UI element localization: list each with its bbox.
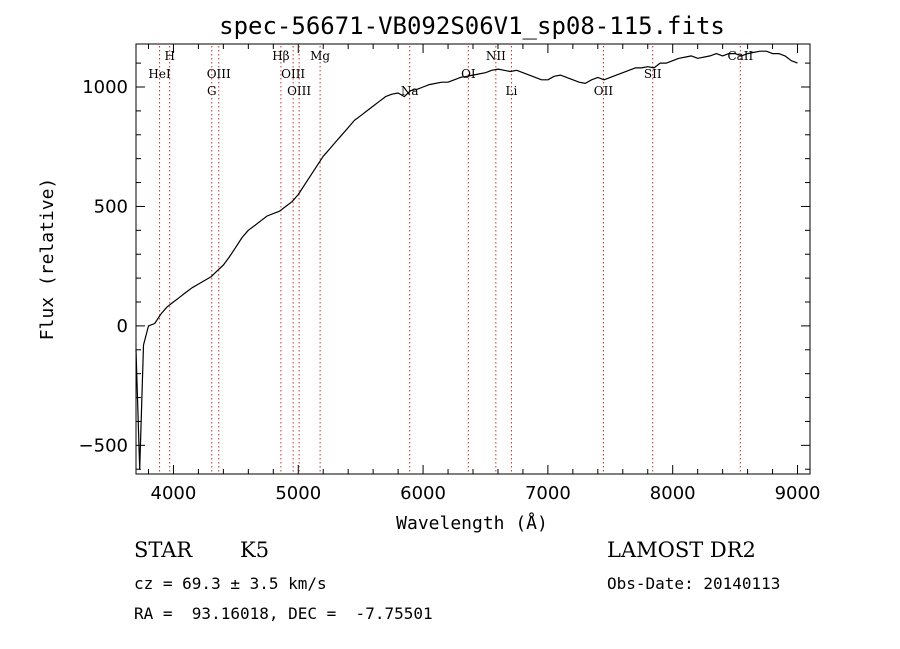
x-tick-label: 7000 xyxy=(525,483,571,504)
spectral-line-label: Mg xyxy=(310,49,330,63)
object-subclass-label: K5 xyxy=(240,538,270,562)
x-tick-label: 6000 xyxy=(400,483,446,504)
spectral-line-label: HeI xyxy=(148,67,171,81)
y-tick-label: 1000 xyxy=(82,77,128,98)
x-tick-label: 9000 xyxy=(775,483,821,504)
spectral-line-label: NII xyxy=(486,49,506,63)
spectral-line-label: SII xyxy=(644,67,662,81)
y-tick-label: 0 xyxy=(117,316,128,337)
object-class-label: STAR xyxy=(134,538,193,562)
spectral-line-label: H xyxy=(164,49,174,63)
x-tick-label: 8000 xyxy=(650,483,696,504)
spectral-line-label: OIII xyxy=(207,67,231,81)
spectral-line-label: G xyxy=(207,84,217,98)
y-axis-label: Flux (relative) xyxy=(37,178,58,341)
redshift-text: cz = 69.3 ± 3.5 km/s xyxy=(134,574,327,593)
spectral-line-label: OIII xyxy=(287,84,311,98)
spectral-line-label: Li xyxy=(506,84,518,98)
spectral-line-label: OIII xyxy=(281,67,305,81)
spectrum-line xyxy=(135,50,798,470)
y-tick-label: 500 xyxy=(94,196,128,217)
x-tick-label: 5000 xyxy=(275,483,321,504)
spectral-line-label: OI xyxy=(461,67,476,81)
plot-frame xyxy=(135,43,811,475)
coordinates-text: RA = 93.16018, DEC = -7.75501 xyxy=(134,604,433,623)
x-axis-label: Wavelength (Å) xyxy=(396,512,548,534)
observation-date: Obs-Date: 20140113 xyxy=(607,574,781,593)
spectrum-series xyxy=(135,50,798,470)
x-tick-label: 4000 xyxy=(151,483,197,504)
spectral-line-label: OII xyxy=(594,84,614,98)
survey-label: LAMOST DR2 xyxy=(607,538,756,562)
y-tick-label: −500 xyxy=(79,435,128,456)
chart-title: spec-56671-VB092S06V1_sp08-115.fits xyxy=(219,12,725,40)
axis-ticks: 4000 5000 6000 7000 8000 9000 −500 0 500 1000 xyxy=(79,44,821,504)
spectral-line-label: Hβ xyxy=(272,49,289,63)
